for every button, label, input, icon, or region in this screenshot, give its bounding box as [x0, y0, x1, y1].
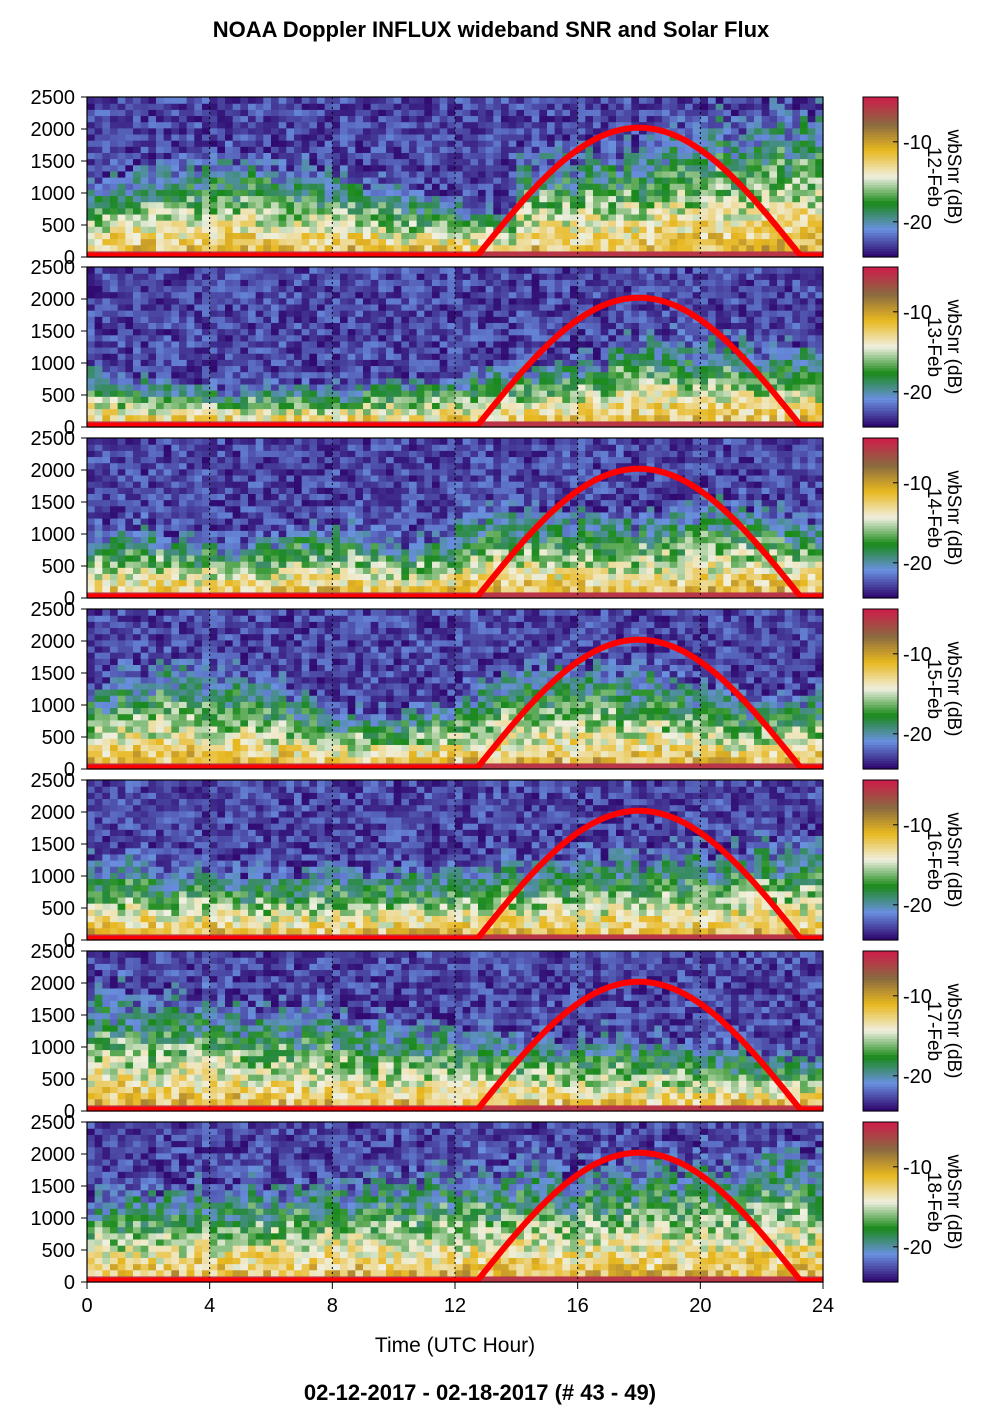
y-tick-label: 2500 — [31, 941, 76, 963]
y-tick-label: 1000 — [31, 1037, 76, 1059]
y-tick-label: 2000 — [31, 802, 76, 824]
y-tick-label: 2000 — [31, 289, 76, 311]
colorbar: -10-20 wbSnr (dB)13-Feb — [863, 267, 964, 428]
panel-date-label: 16-Feb — [923, 830, 944, 890]
y-tick-label: 2000 — [31, 973, 76, 995]
chart-title: NOAA Doppler INFLUX wideband SNR and Sol… — [213, 17, 770, 42]
y-tick-label: 2500 — [31, 770, 76, 792]
colorbar-tick-label: -20 — [903, 895, 932, 917]
y-tick-label: 1000 — [31, 866, 76, 888]
y-tick-label: 1500 — [31, 663, 76, 685]
panel-date-label: 18-Feb — [923, 1172, 944, 1232]
y-tick-label: 500 — [42, 1069, 75, 1091]
y-tick-label: 1000 — [31, 524, 76, 546]
x-tick-label: 0 — [81, 1295, 92, 1317]
y-tick-label: 2000 — [31, 460, 76, 482]
y-tick-label: 2500 — [31, 599, 76, 621]
colorbar: -10-20 wbSnr (dB)15-Feb — [863, 609, 964, 770]
colorbar-tick-label: -20 — [903, 382, 932, 404]
x-axis-label: Time (UTC Hour) — [375, 1334, 535, 1357]
x-tick-label: 8 — [327, 1295, 338, 1317]
date-range-footer: 02-12-2017 - 02-18-2017 (# 43 - 49) — [304, 1380, 656, 1405]
panel-date-label: 15-Feb — [923, 659, 944, 719]
y-tick-label: 1500 — [31, 151, 76, 173]
colorbar: -10-20 wbSnr (dB)18-Feb — [863, 1122, 964, 1283]
y-tick-label: 1500 — [31, 834, 76, 856]
y-tick-label: 2000 — [31, 631, 76, 653]
colorbar-label: wbSnr (dB) — [943, 469, 964, 565]
panel-date-label: 12-Feb — [923, 147, 944, 207]
colorbar-tick-label: -20 — [903, 553, 932, 575]
colorbar-tick-label: -20 — [903, 724, 932, 746]
colorbar-tick-label: -20 — [903, 212, 932, 234]
colorbar-label: wbSnr (dB) — [943, 640, 964, 736]
x-tick-label: 12 — [444, 1295, 466, 1317]
y-tick-label: 2000 — [31, 119, 76, 141]
y-tick-label: 500 — [42, 727, 75, 749]
x-tick-label: 16 — [567, 1295, 589, 1317]
panel-date-label: 14-Feb — [923, 488, 944, 548]
y-tick-label: 1500 — [31, 1005, 76, 1027]
y-tick-label: 500 — [42, 215, 75, 237]
y-tick-label: 1000 — [31, 1208, 76, 1230]
x-tick-label: 20 — [689, 1295, 711, 1317]
y-tick-label: 1500 — [31, 492, 76, 514]
colorbar-label: wbSnr (dB) — [943, 811, 964, 907]
y-tick-label: 500 — [42, 898, 75, 920]
y-tick-label: 500 — [42, 556, 75, 578]
y-tick-label: 2000 — [31, 1144, 76, 1166]
y-tick-label: 1500 — [31, 1176, 76, 1198]
colorbar: -10-20 wbSnr (dB)12-Feb — [863, 97, 964, 258]
y-tick-label: 2500 — [31, 428, 76, 450]
colorbar-label: wbSnr (dB) — [943, 1153, 964, 1249]
colorbar: -10-20 wbSnr (dB)16-Feb — [863, 780, 964, 941]
colorbar-label: wbSnr (dB) — [943, 298, 964, 394]
colorbar-tick-label: -20 — [903, 1237, 932, 1259]
x-tick-label: 24 — [812, 1295, 834, 1317]
y-tick-label: 1000 — [31, 695, 76, 717]
y-tick-label: 2500 — [31, 1112, 76, 1134]
y-tick-label: 1000 — [31, 183, 76, 205]
y-tick-label: 500 — [42, 385, 75, 407]
panel-date-label: 13-Feb — [923, 317, 944, 377]
panel-date-label: 17-Feb — [923, 1001, 944, 1061]
x-axis: 0 4 8 12 16 20 24 — [81, 1282, 834, 1317]
y-tick-label: 1000 — [31, 353, 76, 375]
colorbar-tick-label: -20 — [903, 1066, 932, 1088]
y-tick-label: 2500 — [31, 87, 76, 109]
y-tick-label: 2500 — [31, 257, 76, 279]
colorbar: -10-20 wbSnr (dB)17-Feb — [863, 951, 964, 1112]
colorbar-label: wbSnr (dB) — [943, 128, 964, 224]
y-tick-label: 0 — [64, 1272, 75, 1294]
colorbar: -10-20 wbSnr (dB)14-Feb — [863, 438, 964, 599]
x-tick-label: 4 — [204, 1295, 215, 1317]
y-tick-label: 500 — [42, 1240, 75, 1262]
y-tick-label: 1500 — [31, 321, 76, 343]
colorbar-label: wbSnr (dB) — [943, 982, 964, 1078]
